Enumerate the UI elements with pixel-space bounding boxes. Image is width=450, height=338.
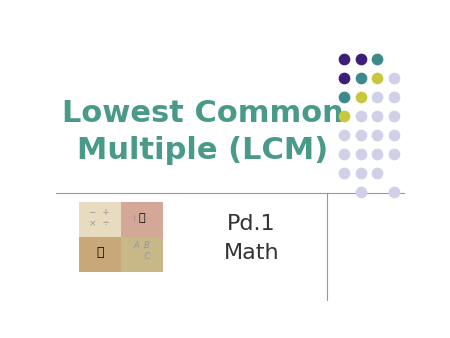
Point [391,75,398,80]
Point [357,170,364,175]
Point [340,75,347,80]
Point [357,113,364,119]
Text: Pd.1
Math: Pd.1 Math [224,214,279,263]
Point [340,113,347,119]
Point [374,170,381,175]
Text: −  +
×  ÷: − + × ÷ [90,208,110,228]
Point [374,132,381,138]
Point [357,132,364,138]
FancyBboxPatch shape [79,237,121,272]
FancyBboxPatch shape [121,237,162,272]
Point [391,132,398,138]
Point [391,151,398,156]
Text: 🍎: 🍎 [96,246,104,259]
FancyBboxPatch shape [79,202,121,237]
Point [391,94,398,99]
Point [340,56,347,62]
Point [357,189,364,194]
Point [357,56,364,62]
Point [391,189,398,194]
Text: Lowest Common
Multiple (LCM): Lowest Common Multiple (LCM) [62,99,344,165]
Point [340,94,347,99]
Point [357,151,364,156]
Point [340,170,347,175]
Point [340,132,347,138]
FancyBboxPatch shape [121,202,162,237]
Point [374,151,381,156]
Point [374,113,381,119]
Point [374,75,381,80]
Point [357,94,364,99]
Point [340,151,347,156]
Point [357,75,364,80]
Text: A  B
    C: A B C [133,241,150,261]
Text: 📖: 📖 [139,213,145,223]
Point [391,113,398,119]
Point [374,94,381,99]
Point [374,56,381,62]
